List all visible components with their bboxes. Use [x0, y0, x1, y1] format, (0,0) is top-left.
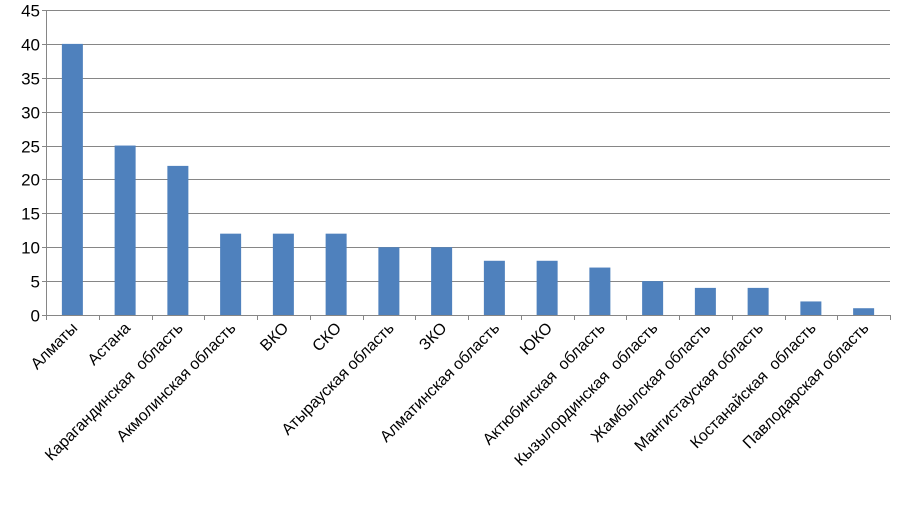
- bar: [642, 281, 664, 315]
- y-tick-label: 40: [21, 36, 40, 55]
- bar: [61, 43, 83, 316]
- x-category-label: ЗКО: [416, 320, 450, 354]
- bar: [853, 308, 875, 315]
- y-tick-label: 45: [21, 2, 40, 21]
- x-category-label: ВКО: [257, 320, 292, 355]
- bar: [536, 260, 558, 315]
- x-category-label: СКО: [309, 320, 344, 355]
- x-category-label: Астана: [85, 320, 134, 369]
- bar: [167, 165, 189, 315]
- bar: [114, 145, 136, 315]
- bar: [483, 260, 505, 315]
- y-tick-label: 35: [21, 70, 40, 89]
- bar: [589, 267, 611, 315]
- y-tick-label: 20: [21, 171, 40, 190]
- bar: [431, 247, 453, 315]
- y-tick-label: 25: [21, 138, 40, 157]
- bar: [800, 301, 822, 315]
- y-tick-label: 5: [31, 273, 40, 292]
- x-category-label: ЮКО: [517, 320, 556, 359]
- x-category-label: Алматы: [28, 320, 81, 373]
- bar: [378, 247, 400, 315]
- y-tick-label: 30: [21, 104, 40, 123]
- bar: [220, 233, 242, 315]
- bar: [272, 233, 294, 315]
- y-tick-label: 0: [31, 307, 40, 326]
- bar: [747, 287, 769, 315]
- y-tick-labels: 0 5 10 15 20 25 30 35 40 45: [21, 2, 40, 326]
- y-tick-label: 10: [21, 239, 40, 258]
- bar: [325, 233, 347, 315]
- y-tick-label: 15: [21, 205, 40, 224]
- bar: [694, 287, 716, 315]
- bars: [61, 43, 875, 316]
- axes: [42, 10, 891, 320]
